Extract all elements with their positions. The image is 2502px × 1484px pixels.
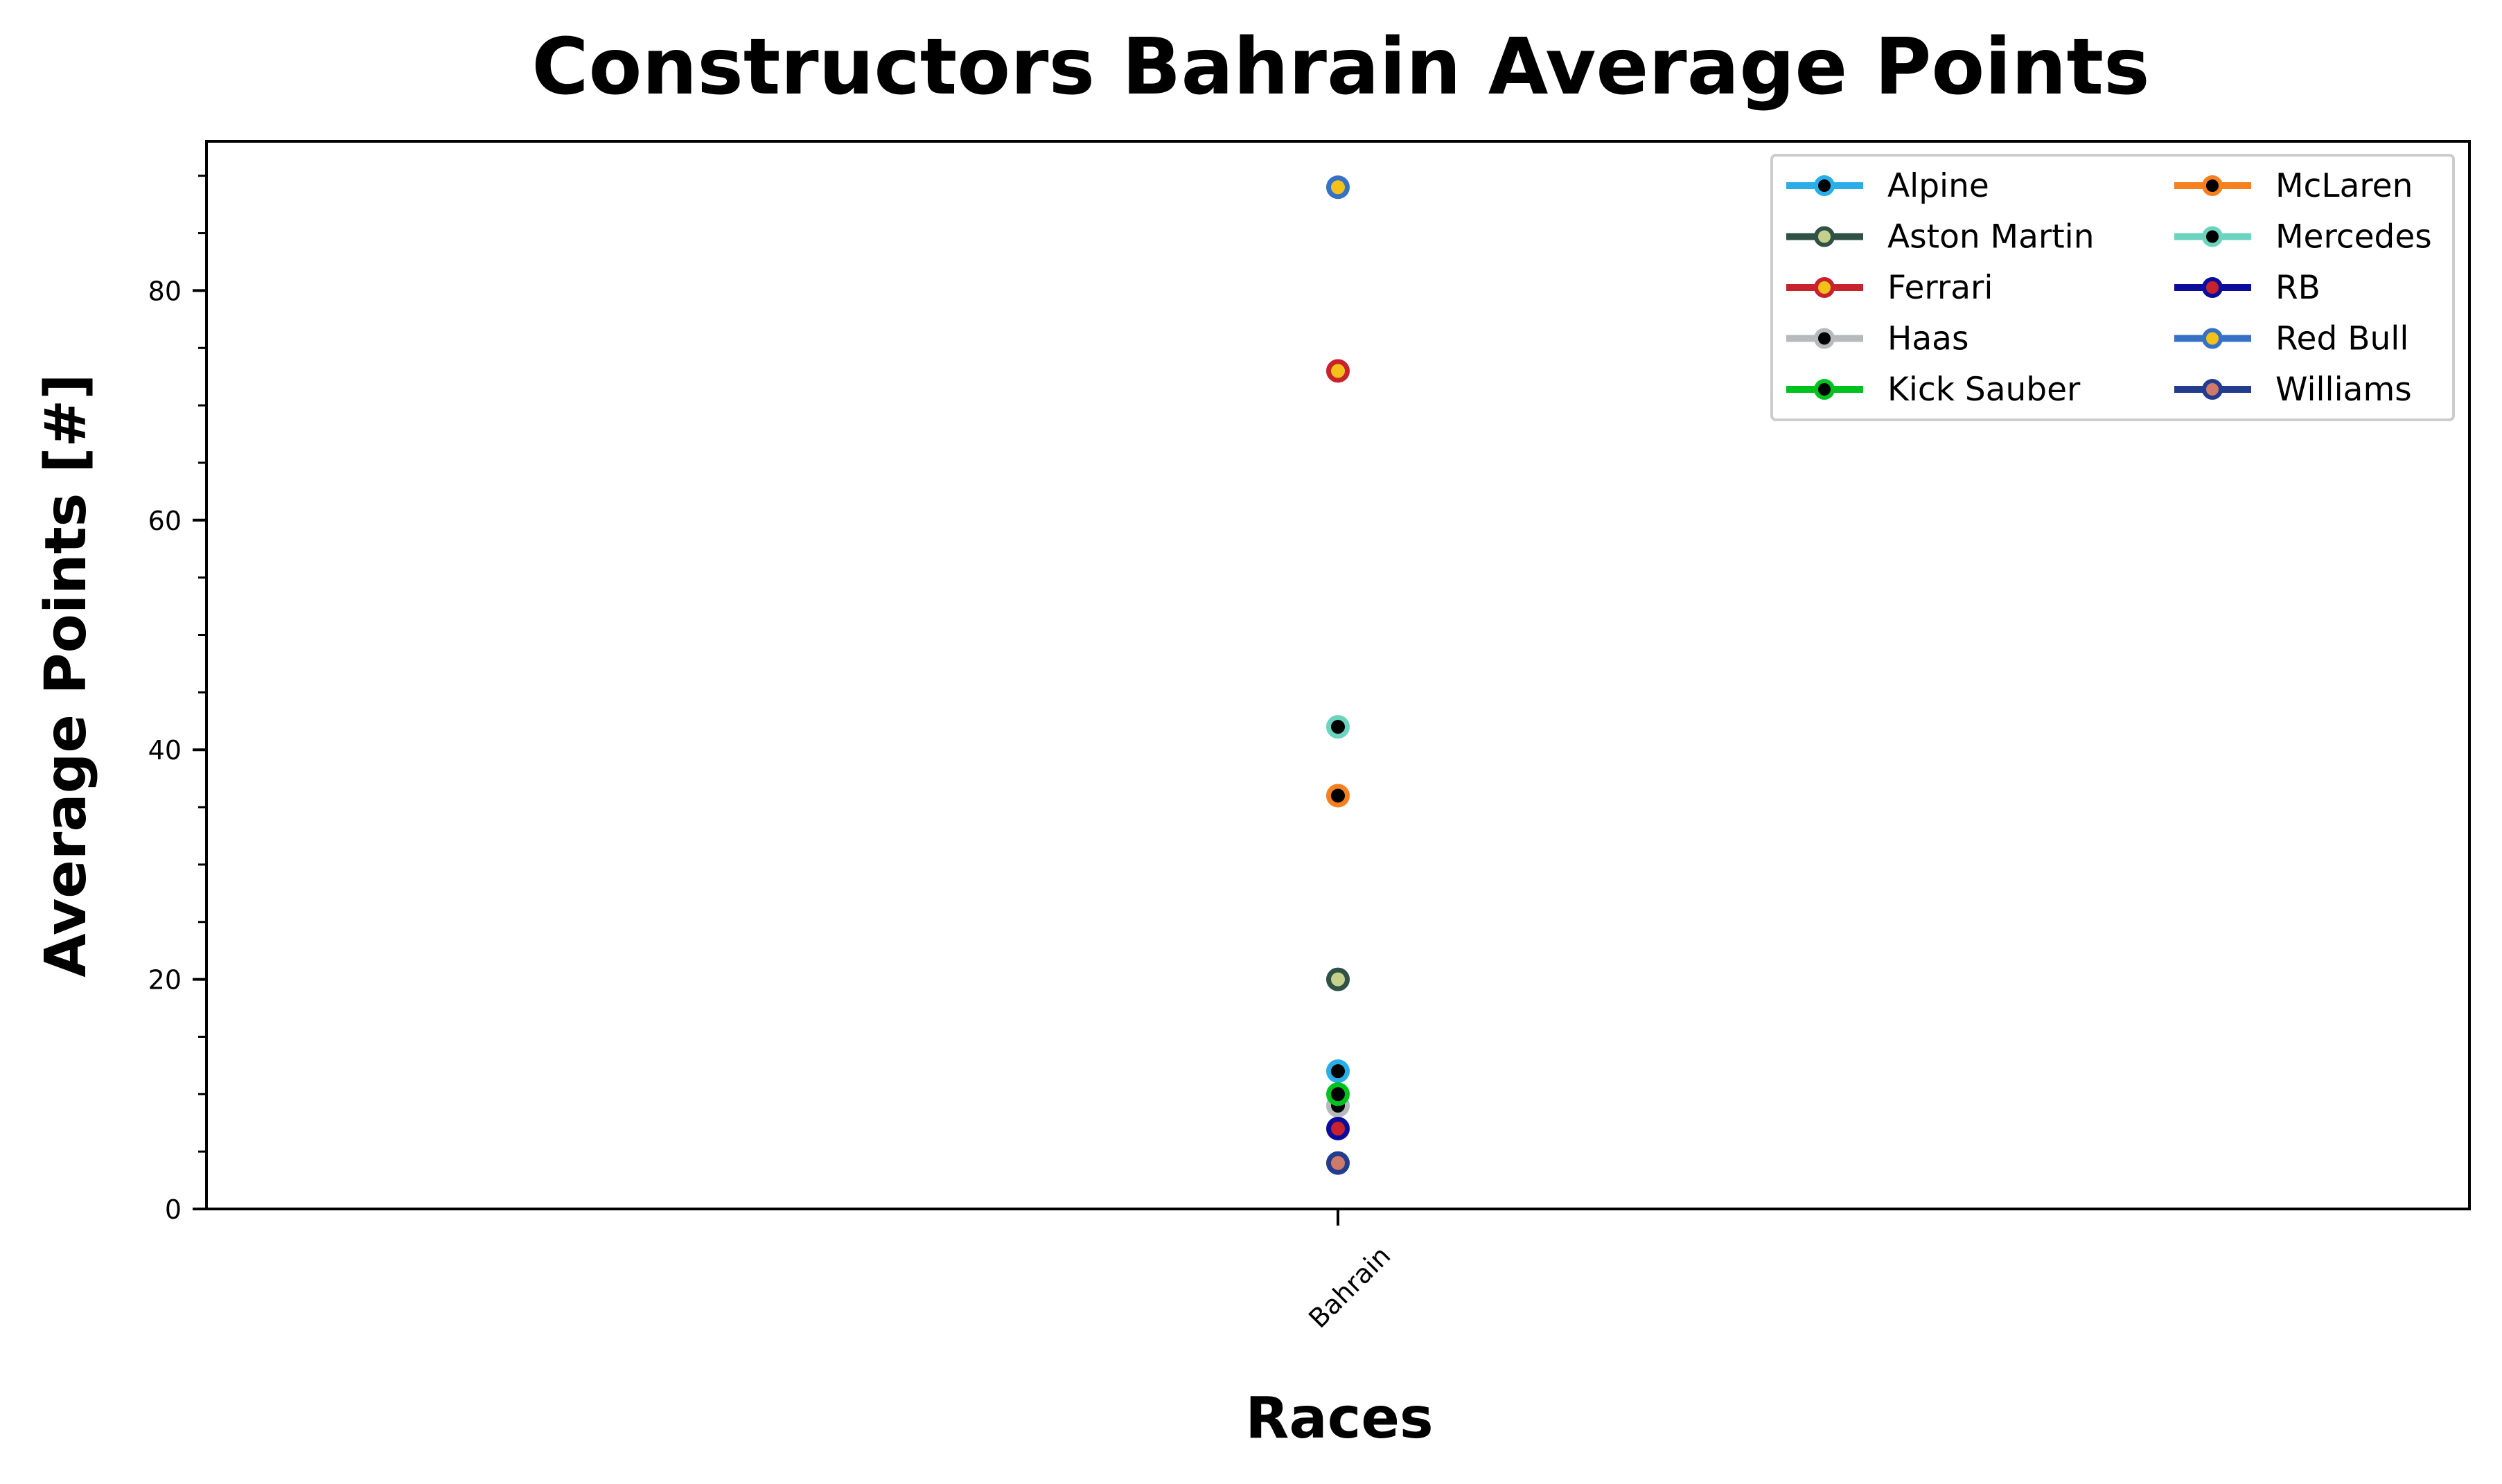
legend-marker xyxy=(2202,328,2223,349)
legend-marker xyxy=(1814,175,1835,196)
legend-marker xyxy=(1814,328,1835,349)
data-points xyxy=(1326,175,1350,1175)
legend-frame xyxy=(1770,154,2455,421)
chart-title: Constructors Bahrain Average Points xyxy=(531,22,2149,112)
data-point xyxy=(1326,715,1350,739)
legend-marker xyxy=(2202,226,2223,247)
legend-marker xyxy=(1814,226,1835,247)
legend-label: McLaren xyxy=(2275,167,2413,205)
legend-label: Haas xyxy=(1887,320,1968,358)
legend-label: RB xyxy=(2275,269,2320,307)
x-axis-label: Races xyxy=(1245,1386,1434,1451)
legend-label: Mercedes xyxy=(2275,218,2432,256)
data-point xyxy=(1326,1059,1350,1084)
legend-marker xyxy=(2202,379,2223,400)
data-point xyxy=(1326,1151,1350,1175)
data-point xyxy=(1326,784,1350,808)
data-point xyxy=(1326,1117,1350,1141)
legend-marker xyxy=(2202,277,2223,298)
legend-label: Williams xyxy=(2275,371,2412,409)
y-tick-label: 80 xyxy=(148,276,182,306)
legend-marker xyxy=(1814,277,1835,298)
data-point xyxy=(1326,359,1350,383)
y-tick-label: 20 xyxy=(148,965,182,996)
x-tick-label: Bahrain xyxy=(1303,1240,1396,1334)
data-point xyxy=(1326,175,1350,200)
legend-label: Red Bull xyxy=(2275,320,2408,358)
y-tick-label: 40 xyxy=(148,735,182,766)
y-tick-label: 60 xyxy=(148,506,182,536)
legend-marker xyxy=(1814,379,1835,400)
data-point xyxy=(1326,967,1350,991)
legend-label: Ferrari xyxy=(1887,269,1993,307)
y-tick-label: 0 xyxy=(165,1194,182,1225)
legend-marker xyxy=(2202,175,2223,196)
y-axis: 0 20 40 60 80 xyxy=(148,175,206,1225)
legend-label: Alpine xyxy=(1887,167,1989,205)
legend: Alpine Aston Martin Ferrari Haas Kick Sauber… xyxy=(1770,154,2455,421)
y-axis-label: Average Points [#] xyxy=(33,373,99,977)
data-point xyxy=(1326,1082,1350,1106)
legend-label: Aston Martin xyxy=(1887,218,2095,256)
x-axis: Bahrain xyxy=(1303,1209,1396,1334)
legend-label: Kick Sauber xyxy=(1887,371,2081,409)
